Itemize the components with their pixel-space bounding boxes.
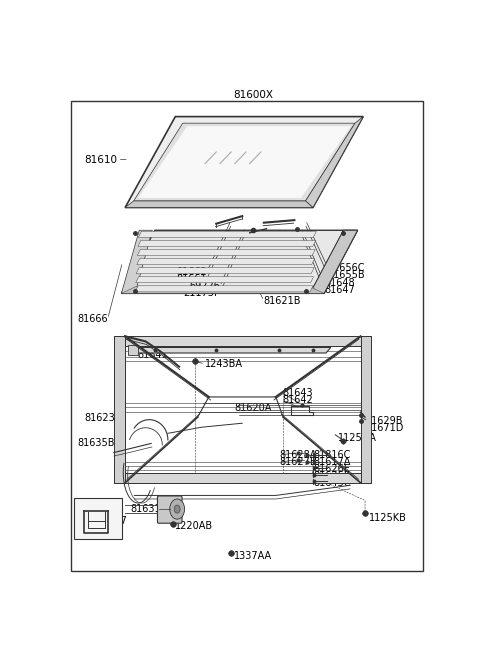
- Text: 81631: 81631: [131, 504, 161, 514]
- Text: 1243BA: 1243BA: [205, 359, 243, 369]
- Polygon shape: [137, 258, 314, 264]
- Text: 81626E: 81626E: [313, 464, 350, 474]
- Circle shape: [174, 505, 180, 513]
- Polygon shape: [114, 473, 371, 483]
- Text: 1337AA: 1337AA: [234, 551, 272, 561]
- Polygon shape: [360, 337, 371, 483]
- Polygon shape: [137, 249, 315, 256]
- Text: 81621B: 81621B: [264, 296, 301, 306]
- Polygon shape: [305, 117, 363, 207]
- Text: 81645C: 81645C: [313, 478, 350, 488]
- Polygon shape: [310, 230, 358, 293]
- Text: 81662: 81662: [176, 267, 207, 277]
- Text: 81620A: 81620A: [235, 403, 272, 413]
- Text: 81635B: 81635B: [78, 438, 115, 449]
- Text: 81628A: 81628A: [279, 450, 317, 460]
- Polygon shape: [139, 232, 316, 237]
- Text: 81610: 81610: [84, 155, 118, 165]
- Polygon shape: [138, 126, 351, 198]
- Text: 1125KB: 1125KB: [369, 513, 407, 523]
- Text: 81647: 81647: [324, 285, 355, 295]
- Circle shape: [170, 499, 185, 519]
- Polygon shape: [125, 201, 313, 207]
- Text: 81666: 81666: [77, 314, 108, 324]
- Text: 81625E: 81625E: [313, 471, 350, 482]
- Text: 81816C: 81816C: [313, 450, 350, 460]
- Polygon shape: [121, 230, 358, 293]
- Text: 81671D: 81671D: [365, 423, 403, 433]
- Polygon shape: [138, 240, 316, 247]
- Text: 81627B: 81627B: [279, 457, 317, 467]
- Text: 81675: 81675: [82, 503, 112, 513]
- FancyBboxPatch shape: [74, 498, 122, 539]
- Text: 1220AB: 1220AB: [175, 521, 213, 531]
- Polygon shape: [310, 230, 358, 293]
- Text: 81655B: 81655B: [328, 270, 365, 279]
- Text: 1125DA: 1125DA: [338, 434, 377, 443]
- Polygon shape: [125, 117, 363, 207]
- Text: 81623: 81623: [84, 413, 115, 423]
- Polygon shape: [128, 346, 138, 355]
- Polygon shape: [135, 286, 313, 292]
- Text: 81642: 81642: [282, 395, 313, 405]
- Text: 81629B: 81629B: [365, 416, 403, 426]
- Polygon shape: [121, 230, 152, 293]
- Text: 81656C: 81656C: [328, 262, 365, 273]
- Text: 81661: 81661: [176, 274, 207, 284]
- Text: 81643: 81643: [282, 388, 313, 398]
- Polygon shape: [136, 277, 313, 283]
- Polygon shape: [114, 337, 125, 483]
- Text: 81600X: 81600X: [233, 90, 274, 100]
- Text: 21175P: 21175P: [183, 289, 220, 298]
- Polygon shape: [114, 337, 371, 346]
- Text: 81677: 81677: [96, 516, 127, 525]
- Text: 69226: 69226: [189, 281, 220, 291]
- Polygon shape: [136, 268, 314, 274]
- Text: 81648: 81648: [324, 277, 355, 288]
- Text: 81617A: 81617A: [313, 457, 350, 467]
- Polygon shape: [133, 123, 355, 201]
- Text: 81641: 81641: [137, 350, 168, 359]
- Polygon shape: [134, 348, 331, 353]
- FancyBboxPatch shape: [157, 496, 182, 523]
- Polygon shape: [121, 287, 324, 293]
